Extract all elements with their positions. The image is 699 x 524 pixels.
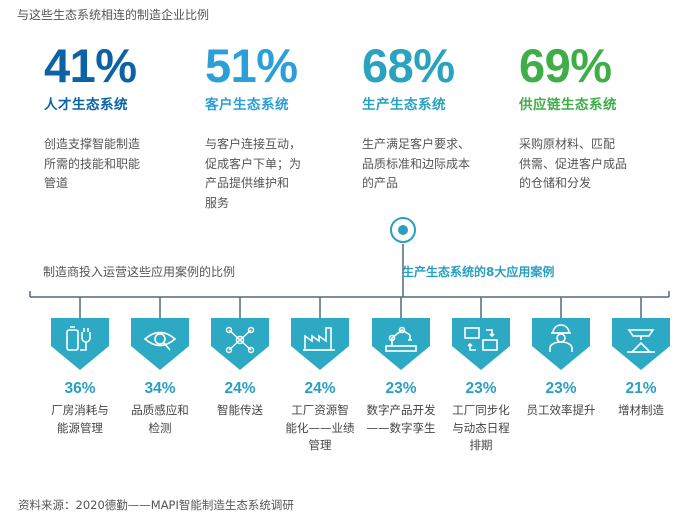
stat-percent: 51% [205,39,298,92]
case-label: 工厂资源智 能化——业绩 管理 [285,403,355,452]
stat-customer: 51% 客户生态系统 与客户连接互动， 促成客户下单；为 产品提供维护和 服务 [205,39,355,213]
stat-talent: 41% 人才生态系统 创造支撑智能制造 所需的技能和职能 管道 [44,39,194,194]
source-note: 资料来源：2020德勤——MAPI智能制造生态系统调研 [18,498,294,512]
factory-icon [291,318,349,370]
stat-percent: 68% [362,39,455,92]
case-percent: 23% [385,380,417,397]
worker-icon [532,318,590,370]
case-percent: 21% [625,380,657,397]
case-label: 增材制造 [618,403,664,417]
case-percent: 24% [224,380,256,397]
case-label: 智能传送 [217,403,263,417]
use-case-callout: 生产生态系统的8大应用案例 [402,265,555,279]
case-label: 品质感应和 检测 [131,403,189,435]
stat-supply-chain: 69% 供应链生态系统 采购原材料、匹配 供需、促进客户成品 的仓储和分发 [519,39,669,194]
case-percent: 34% [144,380,176,397]
stat-production: 68% 生产生态系统 生产满足客户要求、 品质标准和边际成本 的产品 [362,39,512,194]
stat-description: 创造支撑智能制造 所需的技能和职能 管道 [44,137,141,190]
use-case-label: 制造商投入运营这些应用案例的比例 [43,265,236,279]
case-label: 厂房消耗与 能源管理 [51,403,109,435]
case-percent: 24% [304,380,336,397]
stat-percent: 41% [44,39,137,92]
stat-name: 供应链生态系统 [519,97,617,113]
3d-print-icon [612,318,670,370]
case-percent: 23% [465,380,497,397]
case-percent: 36% [64,380,96,397]
stat-name: 生产生态系统 [362,97,446,113]
case-label: 工厂同步化 与动态日程 排期 [452,403,510,452]
stat-percent: 69% [519,39,612,92]
network-nodes-icon [211,318,269,370]
robot-arm-icon [372,318,430,370]
eye-magnifier-icon [131,318,189,370]
sync-screens-icon [452,318,510,370]
stat-description: 与客户连接互动， 促成客户下单；为 产品提供维护和 服务 [205,137,302,210]
stat-description: 生产满足客户要求、 品质标准和边际成本 的产品 [362,137,471,190]
case-label: 员工效率提升 [526,403,596,417]
case-percent: 23% [545,380,577,397]
battery-plug-icon [51,318,109,370]
stat-description: 采购原材料、匹配 供需、促进客户成品 的仓储和分发 [519,137,628,190]
section-heading: 与这些生态系统相连的制造企业比例 [17,8,210,22]
case-label: 数字产品开发 ——数字孪生 [366,403,436,435]
stat-name: 客户生态系统 [205,97,289,113]
stat-name: 人才生态系统 [44,97,128,113]
target-node-icon [390,217,416,243]
